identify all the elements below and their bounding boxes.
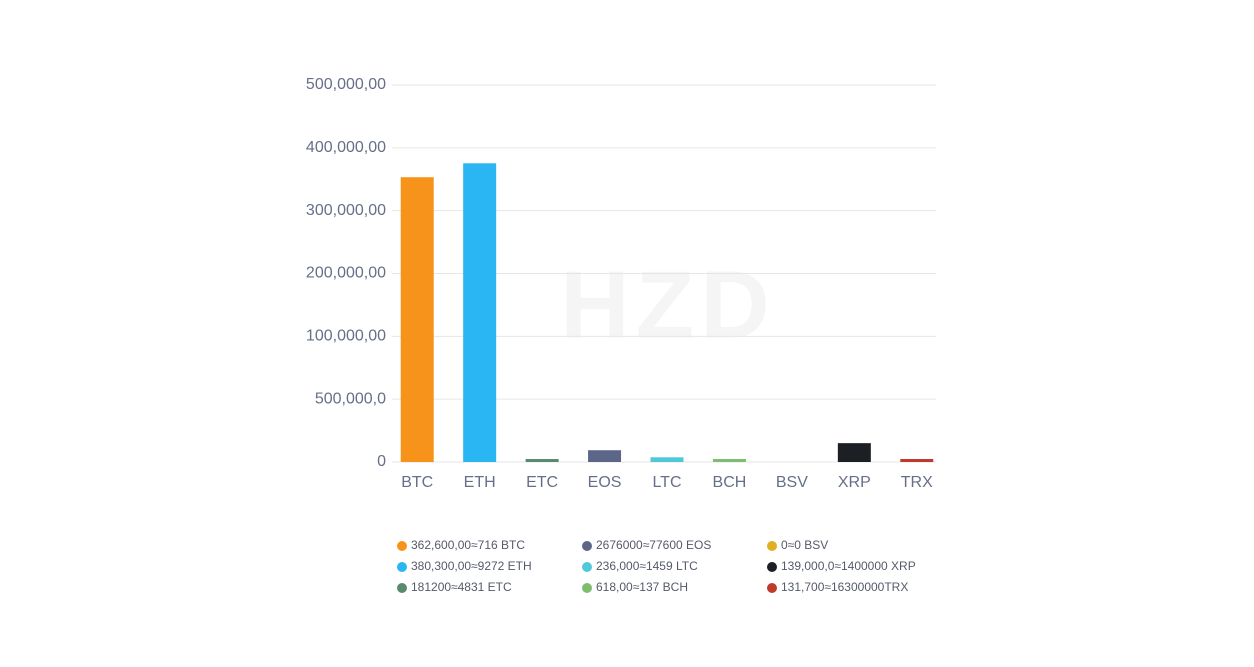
x-tick-label: LTC	[652, 474, 681, 491]
bar	[400, 177, 434, 462]
y-tick-label: 0	[377, 453, 386, 470]
x-tick-label: EOS	[588, 474, 622, 491]
legend-label: 380,300,00≈9272 ETH	[411, 559, 532, 573]
x-tick-label: BSV	[776, 474, 808, 491]
y-tick-label: 500,000,00	[306, 76, 386, 93]
y-tick-label: 500,000,0	[315, 390, 386, 407]
legend-marker	[582, 562, 592, 572]
legend-label: 236,000≈1459 LTC	[596, 559, 698, 573]
bar	[588, 450, 622, 462]
y-tick-label: 100,000,00	[306, 328, 386, 345]
x-tick-label: ETC	[526, 474, 558, 491]
x-tick-label: TRX	[901, 474, 933, 491]
x-tick-label: BCH	[713, 474, 747, 491]
legend-label: 362,600,00≈716 BTC	[411, 538, 525, 552]
legend-label: 0≈0 BSV	[781, 538, 828, 552]
y-tick-label: 300,000,00	[306, 202, 386, 219]
legend-marker	[767, 583, 777, 593]
legend-marker	[397, 583, 407, 593]
legend-label: 2676000≈77600 EOS	[596, 538, 711, 552]
x-tick-label: ETH	[464, 474, 496, 491]
bar	[712, 459, 746, 462]
y-tick-label: 200,000,00	[306, 265, 386, 282]
legend-marker	[397, 562, 407, 572]
legend-label: 139,000,0≈1400000 XRP	[781, 559, 916, 573]
y-tick-label: 400,000,00	[306, 139, 386, 156]
legend-marker	[582, 583, 592, 593]
bar	[525, 459, 559, 462]
legend-label: 131,700≈16300000TRX	[781, 580, 908, 594]
bar	[463, 163, 497, 463]
bar	[837, 443, 871, 462]
legend-label: 618,00≈137 BCH	[596, 580, 688, 594]
legend-marker	[767, 541, 777, 551]
bar	[650, 457, 684, 462]
x-tick-label: XRP	[838, 474, 871, 491]
legend-marker	[397, 541, 407, 551]
legend-label: 181200≈4831 ETC	[411, 580, 512, 594]
watermark: HZD	[560, 251, 775, 358]
legend-marker	[582, 541, 592, 551]
x-tick-label: BTC	[401, 474, 433, 491]
legend-marker	[767, 562, 777, 572]
bar	[900, 459, 934, 462]
